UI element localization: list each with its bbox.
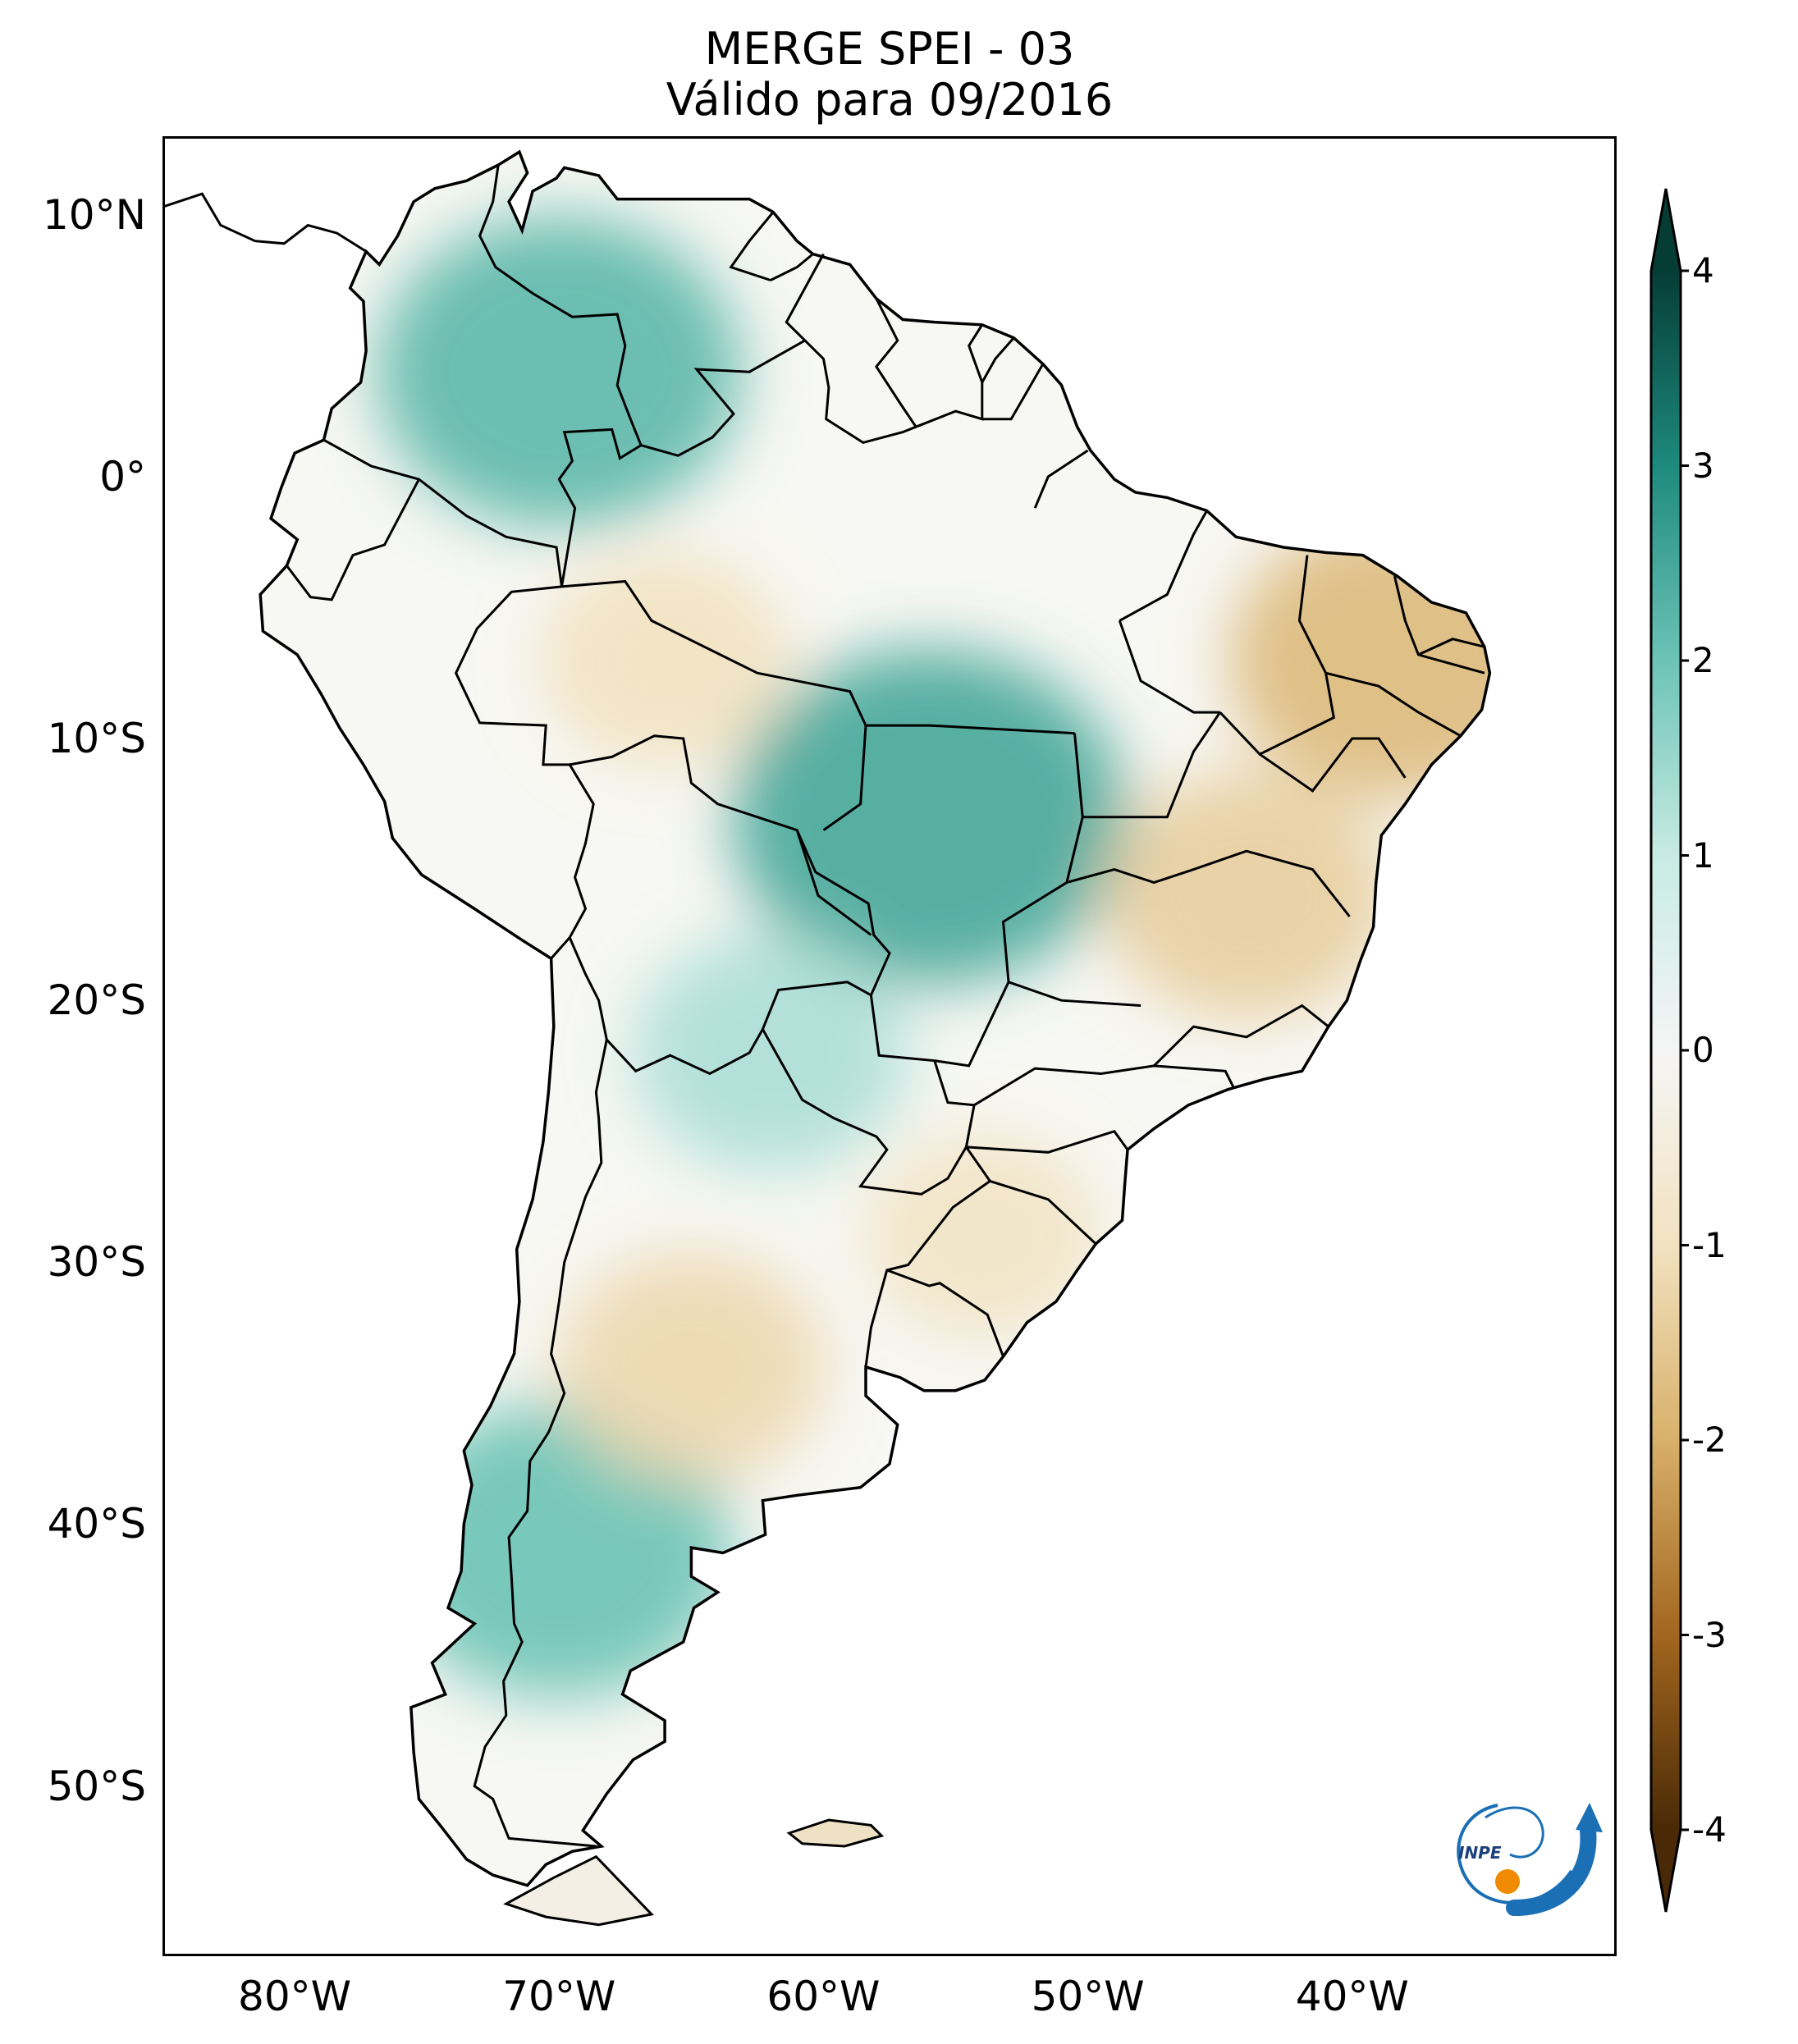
border-line [886, 1269, 1004, 1357]
longitude-label: 70°W [502, 1973, 616, 2020]
spei-anomaly [1103, 772, 1389, 1019]
logo-text: INPE [1458, 1843, 1502, 1863]
spei-anomaly [732, 648, 1127, 985]
latitude-label: 0° [99, 452, 146, 501]
border-line [1259, 737, 1407, 793]
spei-anomaly [633, 934, 908, 1172]
colorbar-ticks [1681, 269, 1689, 1831]
border-line [915, 323, 984, 428]
central-america-coast [162, 192, 367, 253]
border-line [981, 336, 1015, 383]
longitude-label: 50°W [1031, 1973, 1145, 2020]
spei-anomaly [542, 553, 789, 767]
border-line [454, 585, 595, 960]
border-line [729, 211, 775, 281]
border-line [981, 363, 1045, 421]
latitude-label: 10°N [42, 190, 146, 239]
map-subtitle: Válido para 09/2016 [666, 74, 1114, 126]
spei-anomaly [558, 1251, 825, 1482]
coastline [162, 149, 1492, 1927]
longitude-label: 40°W [1295, 1973, 1409, 2020]
colorbar-tick-label: 1 [1692, 835, 1714, 876]
country-borders [286, 164, 1485, 1848]
border-line [966, 1129, 1129, 1154]
spei-field [377, 216, 1490, 1699]
border-line [1325, 671, 1462, 738]
latitude-label: 40°S [47, 1500, 146, 1548]
latitude-label: 30°S [47, 1238, 146, 1287]
border-line [1119, 510, 1208, 622]
border-line [323, 438, 563, 588]
border-line [473, 1039, 608, 1848]
border-line [286, 478, 420, 601]
border-line [770, 253, 814, 281]
border-line [822, 725, 867, 831]
latitude-label: 50°S [47, 1762, 146, 1810]
border-line [1033, 449, 1089, 509]
border-line [934, 981, 1010, 1068]
border-line [762, 995, 976, 1196]
latitude-label: 10°S [47, 715, 146, 762]
border-line [973, 1064, 1235, 1107]
border-line [1219, 555, 1335, 757]
border-line [875, 298, 917, 428]
border-line [568, 734, 891, 1076]
colorbar-body [1651, 271, 1681, 1830]
border-line [640, 253, 825, 457]
inpe-logo: INPE [1457, 1803, 1603, 1916]
colorbar-tick-label: 0 [1692, 1030, 1714, 1070]
border-line [1393, 575, 1485, 674]
border-line [803, 339, 917, 445]
colorbar-tick-label: -2 [1692, 1420, 1727, 1460]
colorbar-tick-label: -3 [1692, 1614, 1727, 1655]
border-line [1417, 638, 1485, 656]
border-line [478, 164, 643, 588]
colorbar-tick-label: 2 [1692, 640, 1714, 680]
border-line [989, 1179, 1097, 1245]
latitude-label: 20°S [47, 976, 146, 1025]
border-line [1082, 711, 1221, 819]
spei-anomaly [377, 216, 742, 528]
colorbar-extend-min [1651, 1830, 1681, 1912]
border-line [1153, 1004, 1329, 1067]
border-line [795, 830, 872, 936]
spei-anomaly [863, 1133, 1100, 1339]
border-line [1118, 620, 1220, 714]
colorbar-tick-label: 4 [1692, 250, 1714, 290]
longitude-label: 60°W [766, 1973, 881, 2020]
colorbar-tick-label: 3 [1692, 445, 1714, 486]
longitude-label: 80°W [238, 1973, 352, 2020]
colorbar [1649, 188, 1689, 1913]
colorbar-tick-label: -4 [1692, 1809, 1727, 1850]
border-line [561, 579, 1075, 735]
tierra-del-fuego [503, 1854, 654, 1927]
colorbar-extend-max [1651, 189, 1681, 271]
colorbar-tick-label: -1 [1692, 1224, 1727, 1265]
map-plot [162, 149, 1492, 1927]
border-line [1066, 849, 1351, 917]
map-title: MERGE SPEI - 03 [704, 23, 1075, 75]
